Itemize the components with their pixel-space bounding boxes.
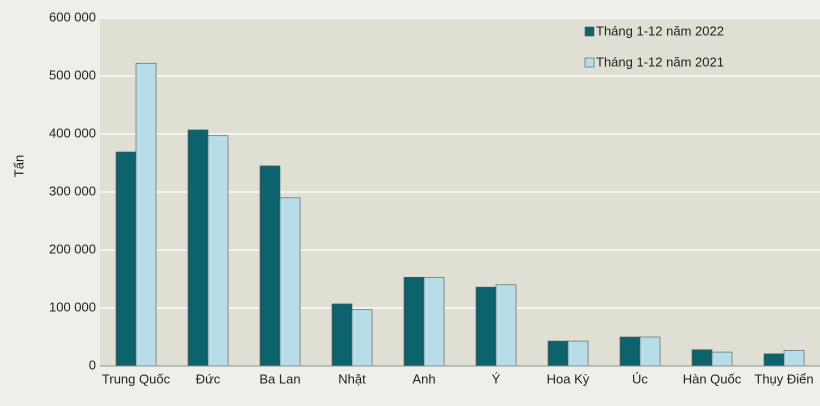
- y-tick-label: 100 000: [49, 299, 96, 314]
- y-tick-label: 400 000: [49, 125, 96, 140]
- bar: [783, 350, 805, 367]
- y-tick-label: 200 000: [49, 241, 96, 256]
- x-tick-label: Ba Lan: [259, 371, 300, 386]
- x-tick-label: Nhật: [338, 371, 366, 386]
- bar: [711, 351, 733, 367]
- bar: [135, 62, 157, 367]
- bar: [187, 129, 209, 367]
- x-tick-label: Úc: [632, 371, 648, 386]
- legend-label: Tháng 1-12 năm 2022: [596, 23, 724, 38]
- bar: [423, 276, 445, 367]
- bar: [279, 197, 301, 367]
- x-tick-label: Anh: [412, 371, 435, 386]
- legend-marker: [584, 57, 595, 68]
- x-tick-label: Trung Quốc: [102, 371, 171, 386]
- bar: [619, 336, 641, 367]
- bar: [115, 151, 137, 367]
- x-tick-label: Thụy Điển: [754, 371, 813, 386]
- x-tick-label: Hoa Kỳ: [547, 371, 590, 386]
- bar: [691, 349, 713, 367]
- bar: [351, 309, 373, 367]
- y-tick-label: 500 000: [49, 67, 96, 82]
- bar: [259, 165, 281, 367]
- y-tick-label: 300 000: [49, 183, 96, 198]
- bar: [547, 340, 569, 367]
- bar: [639, 336, 661, 367]
- legend-label: Tháng 1-12 năm 2021: [596, 54, 724, 69]
- bar: [207, 135, 229, 367]
- bar: [495, 284, 517, 367]
- x-tick-label: Đức: [196, 371, 221, 386]
- y-tick-label: 600 000: [49, 9, 96, 24]
- bar: [331, 303, 353, 367]
- bar: [567, 340, 589, 367]
- bar: [763, 353, 785, 367]
- x-tick-label: Hàn Quốc: [683, 371, 742, 386]
- y-tick-label: 0: [89, 357, 96, 372]
- x-tick-label: Ý: [492, 371, 501, 386]
- y-axis-label: Tấn: [11, 155, 26, 177]
- legend-marker: [584, 26, 595, 37]
- bar: [475, 286, 497, 367]
- bar: [403, 276, 425, 367]
